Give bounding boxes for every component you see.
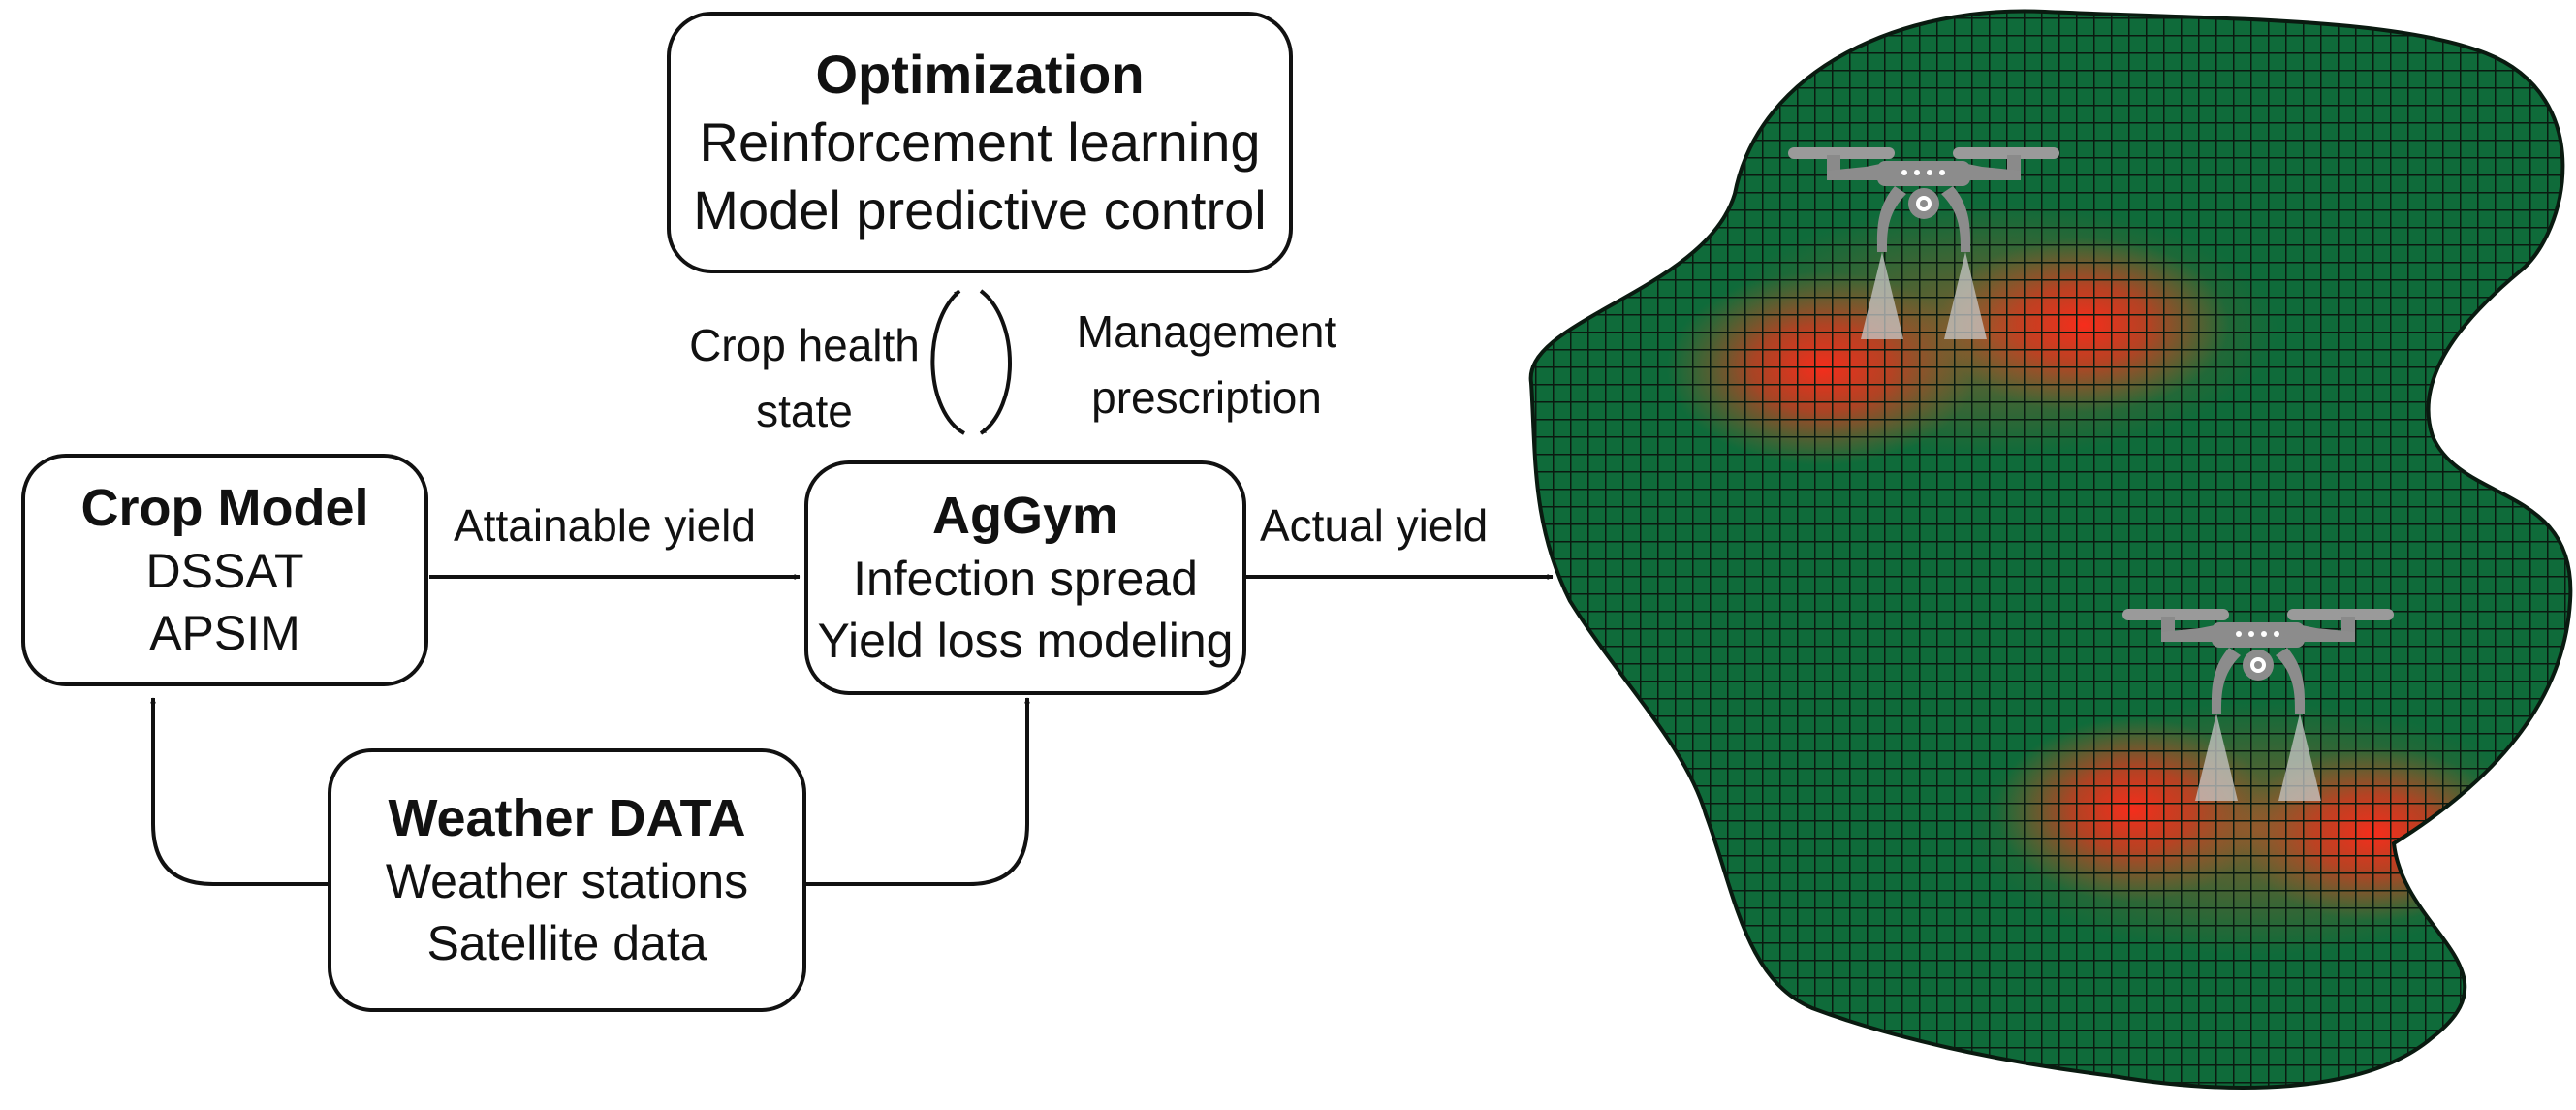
crop-model-line-1: DSSAT <box>145 544 304 598</box>
label-crop-health-state: Crop health state <box>678 312 930 444</box>
aggym-line-1: Infection spread <box>853 552 1198 606</box>
aggym-line-2: Yield loss modeling <box>817 614 1234 668</box>
arrow-optimization-to-aggym <box>979 289 1012 435</box>
label-management-line-1: Management <box>1076 306 1337 357</box>
crop-model-line-2: APSIM <box>149 606 300 660</box>
optimization-node: Optimization Reinforcement learning Mode… <box>667 12 1293 273</box>
optimization-line-2: Model predictive control <box>693 179 1267 240</box>
optimization-line-1: Reinforcement learning <box>699 111 1261 173</box>
crop-model-node: Crop Model DSSAT APSIM <box>21 454 428 686</box>
weather-data-title: Weather DATA <box>388 789 746 847</box>
weather-data-node: Weather DATA Weather stations Satellite … <box>328 748 806 1012</box>
arrow-weather-to-aggym <box>804 697 1030 886</box>
arrow-weather-to-crop <box>150 697 328 886</box>
aggym-title: AgGym <box>931 487 1119 545</box>
optimization-title: Optimization <box>815 44 1145 105</box>
label-crop-health-line-1: Crop health <box>689 320 920 370</box>
arrow-aggym-to-optimization <box>930 289 966 435</box>
crop-model-title: Crop Model <box>80 479 369 537</box>
crop-field <box>1530 11 2571 1088</box>
weather-data-line-1: Weather stations <box>385 854 749 908</box>
field-outline <box>1528 9 2573 1090</box>
label-management-prescription: Management prescription <box>1056 299 1357 430</box>
label-crop-health-line-2: state <box>756 386 853 436</box>
label-attainable-yield: Attainable yield <box>454 500 756 551</box>
label-management-line-2: prescription <box>1091 372 1322 423</box>
aggym-node: AgGym Infection spread Yield loss modeli… <box>804 460 1246 695</box>
weather-data-line-2: Satellite data <box>426 916 707 970</box>
label-actual-yield: Actual yield <box>1260 500 1489 551</box>
